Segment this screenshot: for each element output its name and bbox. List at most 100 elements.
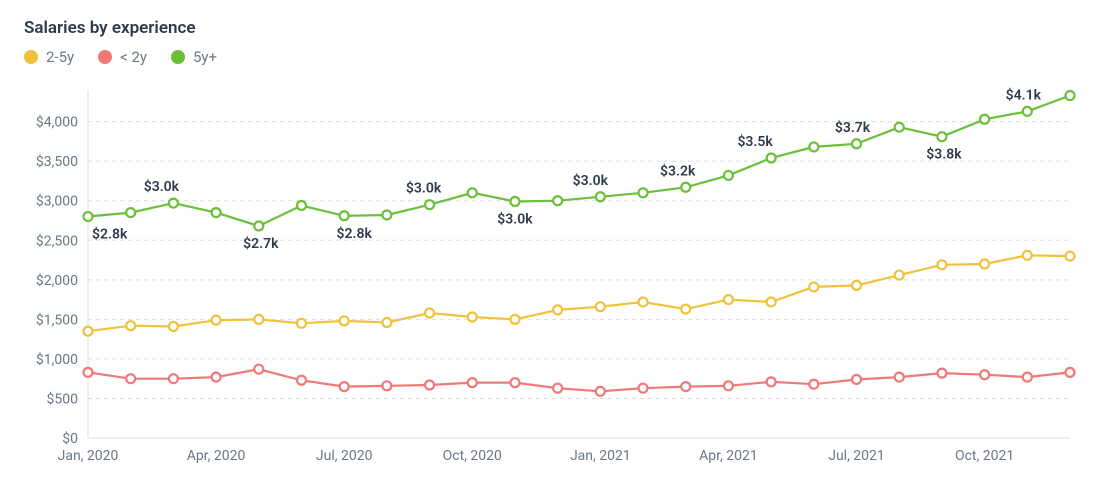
- series-point-senior: [681, 183, 690, 192]
- series-point-senior: [254, 222, 263, 231]
- series-point-senior: [639, 188, 648, 197]
- x-axis-label: Apr, 2020: [187, 448, 246, 464]
- series-point-mid: [1023, 251, 1032, 260]
- series-point-mid: [980, 260, 989, 269]
- series-point-mid: [937, 260, 946, 269]
- series-point-senior: [169, 199, 178, 208]
- series-point-junior: [596, 387, 605, 396]
- data-label-senior: $3.2k: [660, 162, 696, 179]
- series-point-senior: [852, 139, 861, 148]
- series-point-senior: [510, 197, 519, 206]
- series-point-mid: [681, 305, 690, 314]
- y-axis-label: $3,000: [36, 193, 78, 210]
- series-point-senior: [895, 123, 904, 132]
- data-label-senior: $2.7k: [243, 235, 279, 252]
- data-label-senior: $2.8k: [92, 226, 128, 243]
- legend-label-mid: 2-5y: [46, 48, 74, 66]
- series-point-senior: [724, 171, 733, 180]
- y-axis-label: $3,500: [36, 153, 78, 170]
- series-point-mid: [297, 319, 306, 328]
- y-axis-label: $4,000: [36, 114, 78, 131]
- series-point-senior: [553, 196, 562, 205]
- series-point-junior: [1066, 368, 1075, 377]
- x-axis-label: Apr, 2021: [699, 448, 758, 464]
- series-point-junior: [84, 368, 93, 377]
- series-point-mid: [639, 297, 648, 306]
- chart-plot: $0$500$1,000$1,500$2,000$2,500$3,000$3,5…: [22, 84, 1078, 474]
- series-point-junior: [724, 381, 733, 390]
- series-point-senior: [212, 208, 221, 217]
- series-point-senior: [340, 211, 349, 220]
- series-point-senior: [767, 154, 776, 163]
- y-axis-label: $2,000: [36, 272, 78, 289]
- x-axis-label: Jul, 2021: [828, 448, 885, 464]
- y-axis-label: $500: [47, 390, 79, 407]
- series-point-mid: [1066, 252, 1075, 261]
- series-point-junior: [980, 370, 989, 379]
- series-point-senior: [382, 210, 391, 219]
- data-label-senior: $2.8k: [336, 225, 372, 242]
- series-point-mid: [809, 282, 818, 291]
- x-axis-label: Oct, 2020: [443, 448, 502, 464]
- series-point-senior: [980, 115, 989, 124]
- series-point-senior: [126, 208, 135, 217]
- series-point-mid: [126, 321, 135, 330]
- series-point-senior: [809, 142, 818, 151]
- series-point-mid: [84, 327, 93, 336]
- series-point-senior: [1023, 107, 1032, 116]
- series-point-junior: [852, 375, 861, 384]
- series-point-mid: [553, 305, 562, 314]
- series-point-mid: [425, 309, 434, 318]
- data-label-senior: $3.7k: [835, 119, 871, 136]
- series-point-junior: [382, 381, 391, 390]
- data-label-senior: $3.0k: [573, 172, 609, 189]
- series-point-junior: [126, 374, 135, 383]
- series-point-senior: [937, 132, 946, 141]
- x-axis-label: Oct, 2021: [955, 448, 1014, 464]
- series-point-junior: [809, 380, 818, 389]
- y-axis-label: $1,500: [36, 311, 78, 328]
- legend-label-junior: < 2y: [120, 48, 147, 66]
- y-axis-label: $0: [62, 430, 78, 447]
- chart-svg: $0$500$1,000$1,500$2,000$2,500$3,000$3,5…: [22, 84, 1078, 474]
- series-point-senior: [84, 212, 93, 221]
- series-point-mid: [724, 295, 733, 304]
- legend-item-senior: 5y+: [171, 48, 217, 66]
- data-label-senior: $3.0k: [406, 180, 442, 197]
- series-point-junior: [510, 378, 519, 387]
- series-point-senior: [1066, 91, 1075, 100]
- chart-title: Salaries by experience: [24, 18, 1078, 38]
- series-point-junior: [681, 382, 690, 391]
- series-point-junior: [340, 382, 349, 391]
- series-point-junior: [639, 384, 648, 393]
- series-point-mid: [895, 271, 904, 280]
- series-point-junior: [1023, 373, 1032, 382]
- x-axis-label: Jan, 2020: [58, 448, 119, 464]
- data-label-senior: $3.8k: [926, 146, 962, 163]
- series-point-junior: [937, 369, 946, 378]
- series-point-mid: [468, 312, 477, 321]
- series-point-junior: [212, 373, 221, 382]
- series-point-mid: [382, 318, 391, 327]
- series-point-senior: [425, 200, 434, 209]
- x-axis-label: Jan, 2021: [570, 448, 631, 464]
- series-line-junior: [88, 369, 1070, 391]
- data-label-senior: $3.0k: [144, 178, 180, 195]
- legend-swatch-junior: [98, 50, 112, 64]
- series-point-junior: [895, 373, 904, 382]
- series-point-mid: [510, 315, 519, 324]
- y-axis-label: $2,500: [36, 232, 78, 249]
- data-label-senior: $3.0k: [497, 211, 533, 228]
- series-point-senior: [297, 201, 306, 210]
- series-point-junior: [297, 376, 306, 385]
- series-point-junior: [254, 365, 263, 374]
- series-point-junior: [169, 374, 178, 383]
- series-point-mid: [596, 302, 605, 311]
- series-point-mid: [767, 297, 776, 306]
- legend-swatch-mid: [24, 50, 38, 64]
- series-point-senior: [468, 188, 477, 197]
- series-point-senior: [596, 192, 605, 201]
- series-point-mid: [169, 322, 178, 331]
- series-point-mid: [254, 315, 263, 324]
- legend: 2-5y < 2y 5y+: [24, 48, 1078, 66]
